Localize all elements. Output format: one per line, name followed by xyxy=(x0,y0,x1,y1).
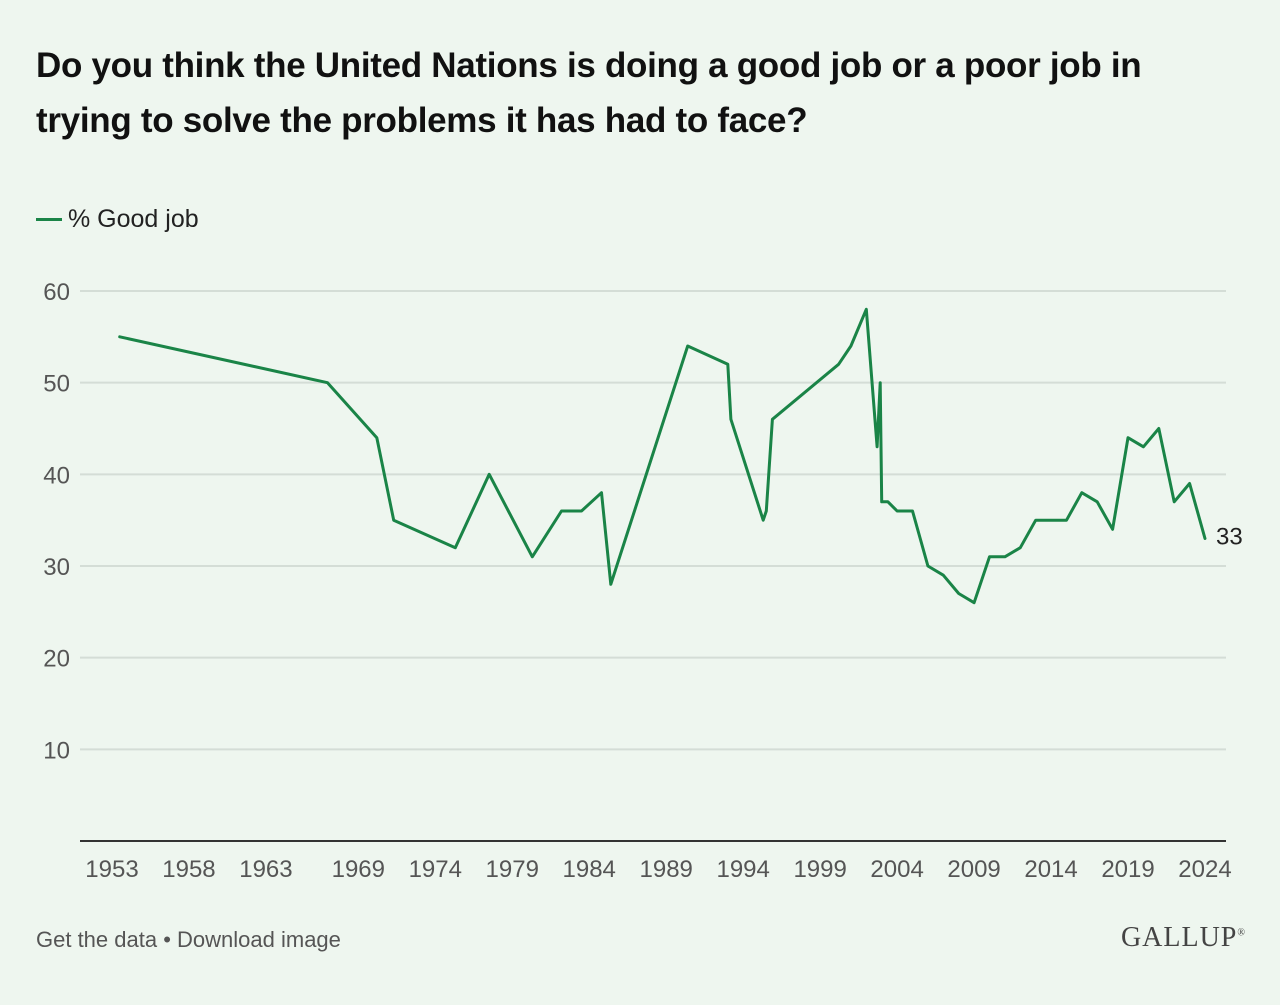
footer-separator: • xyxy=(157,927,178,952)
line-chart: 10 20 30 40 50 60 1953 1958 1963 1969 1974 1979 198… xyxy=(43,279,1243,883)
x-tick-label: 1953 xyxy=(85,856,138,883)
x-tick-label: 1974 xyxy=(409,856,462,883)
x-tick-label: 1969 xyxy=(332,856,385,883)
x-tick-label: 1989 xyxy=(640,856,693,883)
legend-swatch xyxy=(36,218,62,221)
x-tick-label: 1958 xyxy=(162,856,215,883)
x-tick-label: 2004 xyxy=(870,856,923,883)
x-tick-label: 1963 xyxy=(239,856,292,883)
gallup-logo: GALLUP® xyxy=(1120,922,1246,953)
get-data-link[interactable]: Get the data xyxy=(36,927,158,952)
download-image-link[interactable]: Download image xyxy=(177,927,341,952)
legend: % Good job xyxy=(36,205,199,234)
end-value-label: 33 xyxy=(1216,524,1243,551)
y-tick-label: 40 xyxy=(43,462,70,489)
y-tick-label: 50 xyxy=(43,371,70,398)
x-axis-ticks: 1953 1958 1963 1969 1974 1979 1984 1989 1994 1999… xyxy=(85,856,1231,883)
series-line xyxy=(118,307,1207,605)
x-tick-label: 2009 xyxy=(947,856,1000,883)
chart-title: Do you think the United Nations is doing… xyxy=(36,46,1142,140)
legend-label: % Good job xyxy=(68,205,199,233)
y-tick-label: 10 xyxy=(43,737,70,764)
x-tick-label: 2019 xyxy=(1101,856,1154,883)
x-tick-label: 2024 xyxy=(1178,856,1231,883)
grid-lines xyxy=(80,290,1226,751)
y-tick-label: 20 xyxy=(43,646,70,673)
x-tick-label: 1994 xyxy=(716,856,769,883)
x-tick-label: 1984 xyxy=(563,856,616,883)
x-tick-label: 2014 xyxy=(1024,856,1077,883)
y-axis-ticks: 10 20 30 40 50 60 xyxy=(43,279,70,764)
x-tick-label: 1979 xyxy=(486,856,539,883)
series-layer: 33 xyxy=(118,307,1243,605)
x-tick-label: 1999 xyxy=(793,856,846,883)
footer: Get the data • Download image xyxy=(36,927,341,953)
y-tick-label: 60 xyxy=(43,279,70,306)
y-tick-label: 30 xyxy=(43,554,70,581)
